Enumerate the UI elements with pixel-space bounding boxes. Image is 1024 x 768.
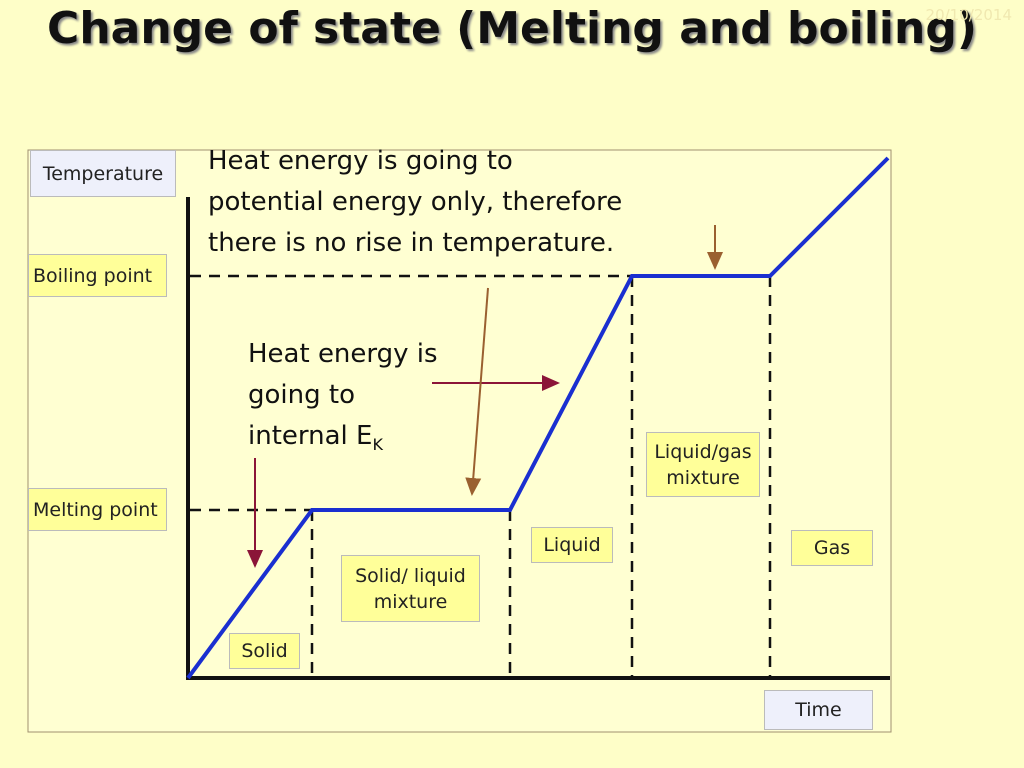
text: Solid	[241, 640, 288, 662]
text: mixture	[666, 466, 740, 489]
phase-label: Solid/ liquid mixture	[341, 555, 480, 622]
text: Heat energy is going to	[208, 146, 513, 176]
level-label: Melting point	[28, 488, 167, 531]
text: Gas	[813, 537, 851, 559]
text: mixture	[373, 590, 448, 613]
phase-label: Solid	[229, 633, 300, 669]
x-axis-label: Time	[764, 690, 873, 730]
guide-lines	[190, 274, 772, 676]
curve	[186, 156, 890, 680]
phase-label: Liquid/gas mixture	[646, 432, 760, 497]
text: internal EK	[248, 416, 438, 465]
phase-label: Liquid	[531, 527, 613, 563]
axes	[186, 197, 890, 680]
text: Solid/ liquid	[355, 564, 466, 587]
level-label: Boiling point	[28, 254, 167, 297]
slide-title: Change of state (Melting and boiling)	[47, 3, 977, 54]
y-axis-label: Temperature	[30, 150, 176, 197]
text: Liquid	[543, 534, 601, 556]
text: going to	[248, 380, 355, 410]
text: Liquid/gas	[654, 440, 752, 463]
arrow	[465, 287, 489, 496]
text: internal E	[248, 421, 373, 451]
date: 20/10/2014	[925, 6, 1012, 24]
text: potential energy only, therefore	[208, 187, 623, 217]
annotation: Heat energy is going to potential energy…	[208, 141, 622, 264]
annotation: Heat energy is going to internal EK	[248, 334, 438, 465]
subscript: K	[372, 435, 383, 455]
text: there is no rise in temperature.	[208, 228, 615, 258]
phase-label: Gas	[791, 530, 873, 566]
text: Heat energy is	[248, 339, 438, 369]
